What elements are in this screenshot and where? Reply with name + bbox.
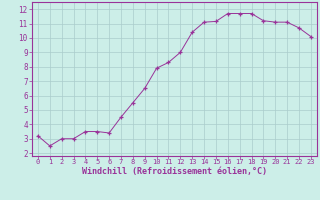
X-axis label: Windchill (Refroidissement éolien,°C): Windchill (Refroidissement éolien,°C): [82, 167, 267, 176]
